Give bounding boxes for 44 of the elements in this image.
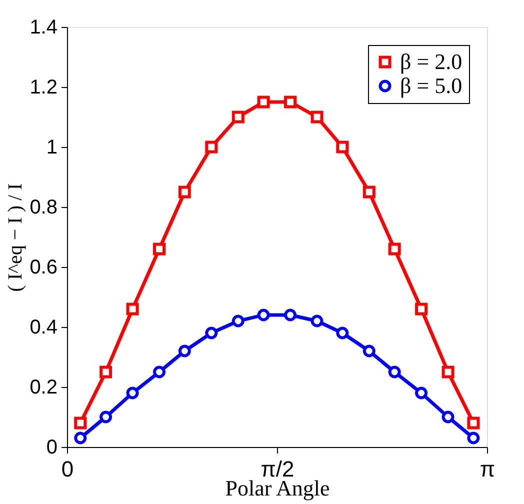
point <box>362 344 376 358</box>
point <box>126 386 139 400</box>
point <box>284 96 297 108</box>
y-tick-label: 0.2 <box>30 376 58 398</box>
point <box>74 416 87 430</box>
point <box>74 432 87 444</box>
point <box>126 302 139 316</box>
y-tick-label: 1.4 <box>30 16 58 38</box>
point <box>467 432 480 444</box>
point <box>153 242 166 256</box>
point <box>205 326 218 340</box>
point <box>336 326 349 340</box>
point <box>442 366 454 378</box>
y-tick-label: 0 <box>46 436 58 458</box>
point <box>178 344 191 358</box>
point <box>388 242 401 256</box>
point <box>284 308 297 322</box>
y-tick-label: 0.6 <box>30 256 58 278</box>
point <box>467 416 480 430</box>
point <box>178 186 191 198</box>
point <box>232 314 244 328</box>
point <box>205 140 218 154</box>
point <box>310 110 324 124</box>
point <box>415 386 428 400</box>
point <box>100 410 112 424</box>
point <box>442 410 454 424</box>
point <box>257 96 270 108</box>
y-tick-label: 1.2 <box>30 76 58 98</box>
point <box>336 140 349 154</box>
y-tick-label: 1 <box>46 136 58 158</box>
legend-label: β = 5.0 <box>400 73 462 98</box>
point <box>232 110 244 124</box>
y-tick-label: 0.4 <box>30 316 58 338</box>
legend-label: β = 2.0 <box>400 49 462 74</box>
y-tick-label: 0.8 <box>30 196 58 218</box>
x-tick-label: π <box>480 456 496 482</box>
point <box>415 302 428 316</box>
point <box>310 314 324 328</box>
point <box>257 308 270 322</box>
point <box>100 366 112 378</box>
point <box>153 366 166 378</box>
point <box>362 186 376 198</box>
point <box>388 366 401 378</box>
y-axis-title: ( I^eq − I ) / I <box>4 183 27 292</box>
